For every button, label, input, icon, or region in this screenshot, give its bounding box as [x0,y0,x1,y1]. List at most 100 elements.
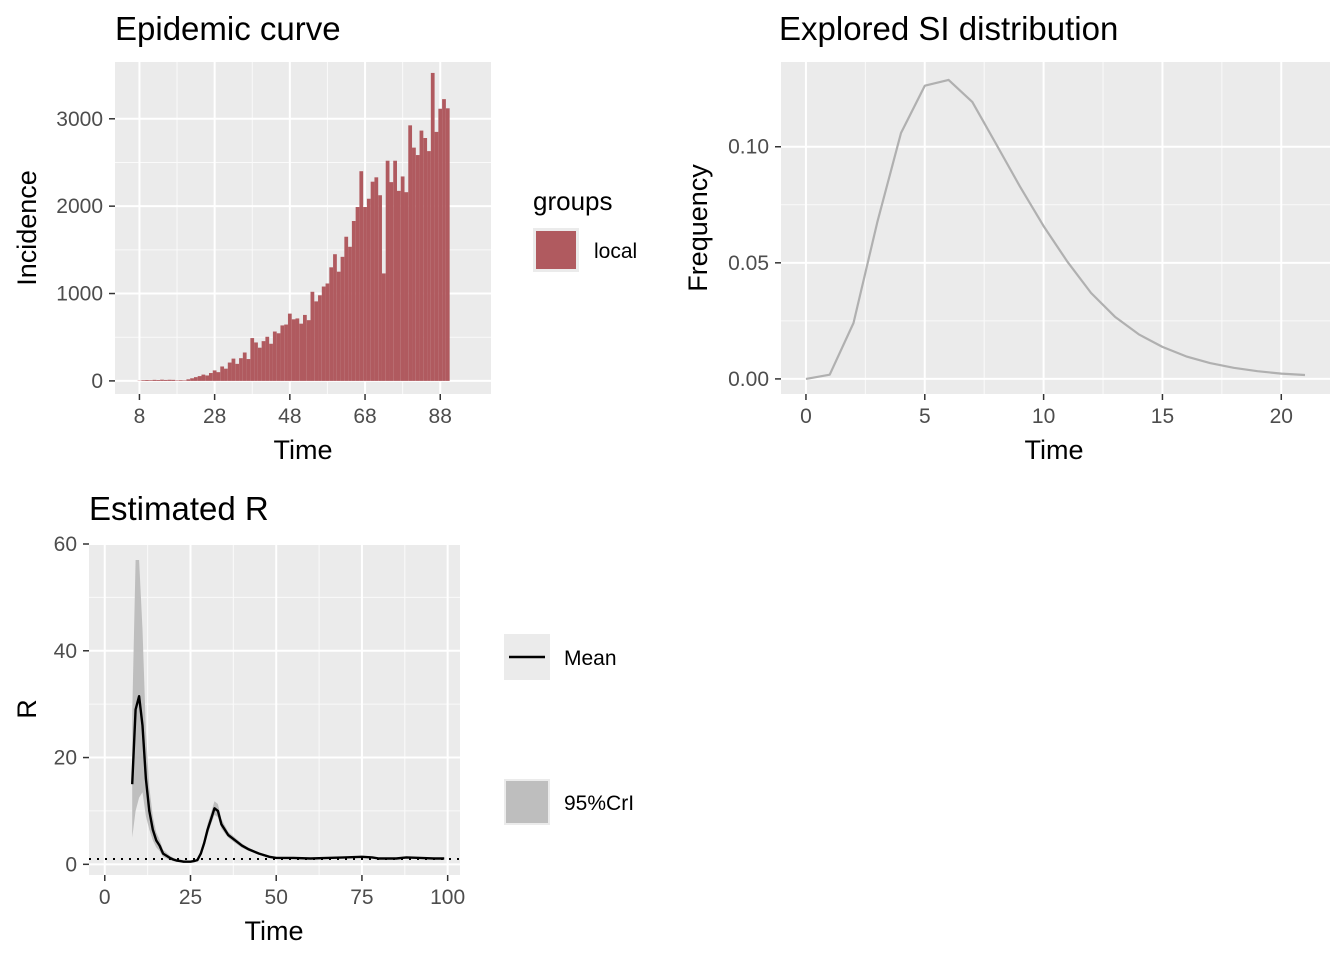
epidemic-curve-bar [374,177,378,381]
epidemic-curve-bar [348,247,352,381]
epidemic-curve-bar [239,358,243,381]
epidemic-curve-bar [382,273,386,380]
estimated-r-y-tick-label: 0 [65,853,77,876]
epidemic-curve-bar [288,314,292,381]
epidemic-curve-x-axis-title: Time [274,435,333,465]
epidemic-curve-bar [179,380,183,381]
legend-title: groups [533,186,613,216]
epidemic-curve-bar [228,363,232,381]
epidemic-curve-bar [371,182,375,381]
epidemic-curve-bar [235,364,239,381]
estimated-r-x-tick-label: 50 [265,886,288,909]
si-distribution-x-tick-label: 15 [1151,405,1174,428]
epidemic-curve-bar [389,182,393,381]
epidemic-curve-bar [386,161,390,381]
estimated-r-y-tick-label: 60 [54,533,77,556]
si-distribution-x-tick-label: 10 [1032,405,1055,428]
epidemic-curve-bar [393,161,397,381]
epidemic-curve-bar [220,366,224,380]
epidemic-curve-bar [341,257,345,381]
epidemic-curve-bar [356,207,360,381]
epidemic-curve-bar [423,138,427,381]
epidemic-curve-bar [363,207,367,381]
epidemic-curve-bar [262,341,266,381]
epidemic-curve-x-tick-label: 8 [134,405,146,428]
epidemic-curve-bar [378,195,382,381]
estimated-r-y-tick-label: 20 [54,747,77,770]
epidemic-curve-bar [408,125,412,381]
epidemic-curve-y-axis-title: Incidence [12,170,42,286]
epidemic-curve-bar [254,342,258,380]
epidemic-curve-bar [149,380,153,381]
epidemic-curve-bar [201,375,205,381]
si-distribution-y-tick-label: 0.10 [728,136,769,159]
epidemic-curve-bar [175,380,179,381]
epidemic-curve-bar [397,191,401,381]
epidemic-curve-bar [367,199,371,381]
si-distribution-x-axis-title: Time [1025,435,1084,465]
legend-label-cri: 95%CrI [564,792,634,815]
epidemic-curve-bar [431,73,435,381]
epidemic-curve-bar [344,237,348,381]
epidemic-curve-bar [269,344,273,381]
epidemic-curve-bar [322,287,326,381]
epidemic-curve-bar [194,377,198,381]
estimated-r-x-tick-label: 75 [350,886,373,909]
epidemic-curve-bar [213,370,217,380]
estimated-r-x-tick-label: 25 [179,886,202,909]
epidemic-curve-bar [205,375,209,380]
epidemic-curve-y-tick-label: 0 [91,370,103,393]
epidemic-curve-bar [352,221,356,381]
epidemic-curve-bar [295,318,299,380]
epidemic-curve-bar [446,108,450,381]
epidemic-curve-bar [420,131,424,381]
epidemic-curve-bar [311,292,315,381]
epidemic-curve-bar [153,380,157,381]
epidemic-curve-x-tick-label: 28 [203,405,226,428]
si-distribution-plot-background [781,62,1330,394]
epidemic-curve-bar [314,301,318,381]
legend-label-mean: Mean [564,647,617,670]
epidemic-curve-bar [247,359,251,381]
epidemic-curve-bar [401,176,405,380]
epidemic-curve-x-tick-label: 48 [278,405,301,428]
epidemic-curve-bar [224,369,228,381]
epidemic-curve-bar [333,254,337,381]
epidemic-curve-bar [435,132,439,381]
epidemic-curve-y-tick-label: 2000 [56,195,103,218]
epidemic-curve-bar [307,320,311,381]
epidemic-curve-bar [198,376,202,381]
si-distribution-x-tick-label: 0 [800,405,812,428]
epidemic-curve-bar [292,319,296,381]
epidemic-curve-bar [412,148,416,381]
epidemic-curve-bar [416,155,420,381]
epidemic-curve-bar [405,192,409,381]
epidemic-curve-bar [168,380,172,381]
estimated-r-legend: Mean 95%CrI [504,634,634,825]
epidemic-curve-y-tick-label: 3000 [56,108,103,131]
estimated-r-x-axis-title: Time [245,916,304,946]
estimated-r-y-tick-label: 40 [54,640,77,663]
si-distribution-x-tick-label: 5 [919,405,931,428]
epidemic-curve-bar [232,359,236,381]
estimated-r-title: Estimated R [89,490,269,527]
estimated-r-x-tick-label: 0 [99,886,111,909]
epidemic-curve-bar [273,332,277,381]
epidemic-curve-bar [243,353,247,381]
si-distribution-y-tick-label: 0.00 [728,368,769,391]
epidemic-curve-x-tick-label: 88 [429,405,452,428]
legend-label-local: local [594,240,637,263]
epidemic-curve-bar [329,267,333,381]
epidemic-curve-bar [359,171,363,381]
legend-key-cri [506,781,548,823]
epidemic-curve-bar [217,372,221,381]
epidemic-curve-bar [258,348,262,381]
epidemic-curve-bar [186,379,190,381]
epidemic-curve-bar [299,324,303,381]
epidemic-curve-bar [318,295,322,381]
epidemic-curve-bar [145,380,149,381]
si-distribution-title: Explored SI distribution [779,10,1118,47]
